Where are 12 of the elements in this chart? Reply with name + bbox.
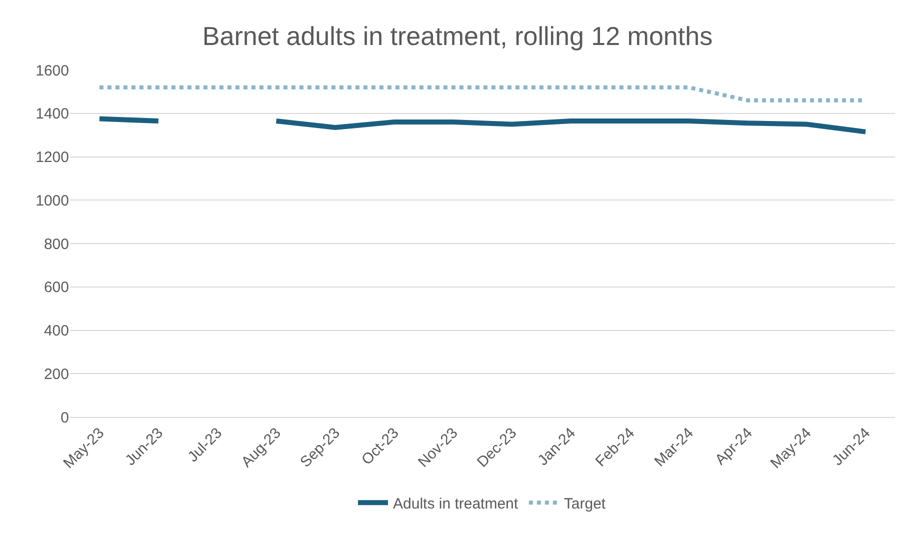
chart-title: Barnet adults in treatment, rolling 12 months: [202, 21, 713, 52]
y-tick-label: 1000: [36, 192, 69, 210]
y-tick-label: 1400: [36, 106, 69, 123]
y-tick-label: 400: [44, 322, 69, 340]
legend-label: Target: [564, 496, 606, 512]
y-tick-label: 1600: [36, 62, 69, 80]
y-tick-label: 0: [60, 409, 69, 426]
y-tick-label: 800: [44, 236, 69, 253]
y-tick-label: 1200: [36, 149, 69, 166]
y-tick-label: 600: [44, 279, 69, 296]
legend-label: Adults in treatment: [393, 496, 519, 512]
y-tick-label: 200: [44, 366, 69, 383]
